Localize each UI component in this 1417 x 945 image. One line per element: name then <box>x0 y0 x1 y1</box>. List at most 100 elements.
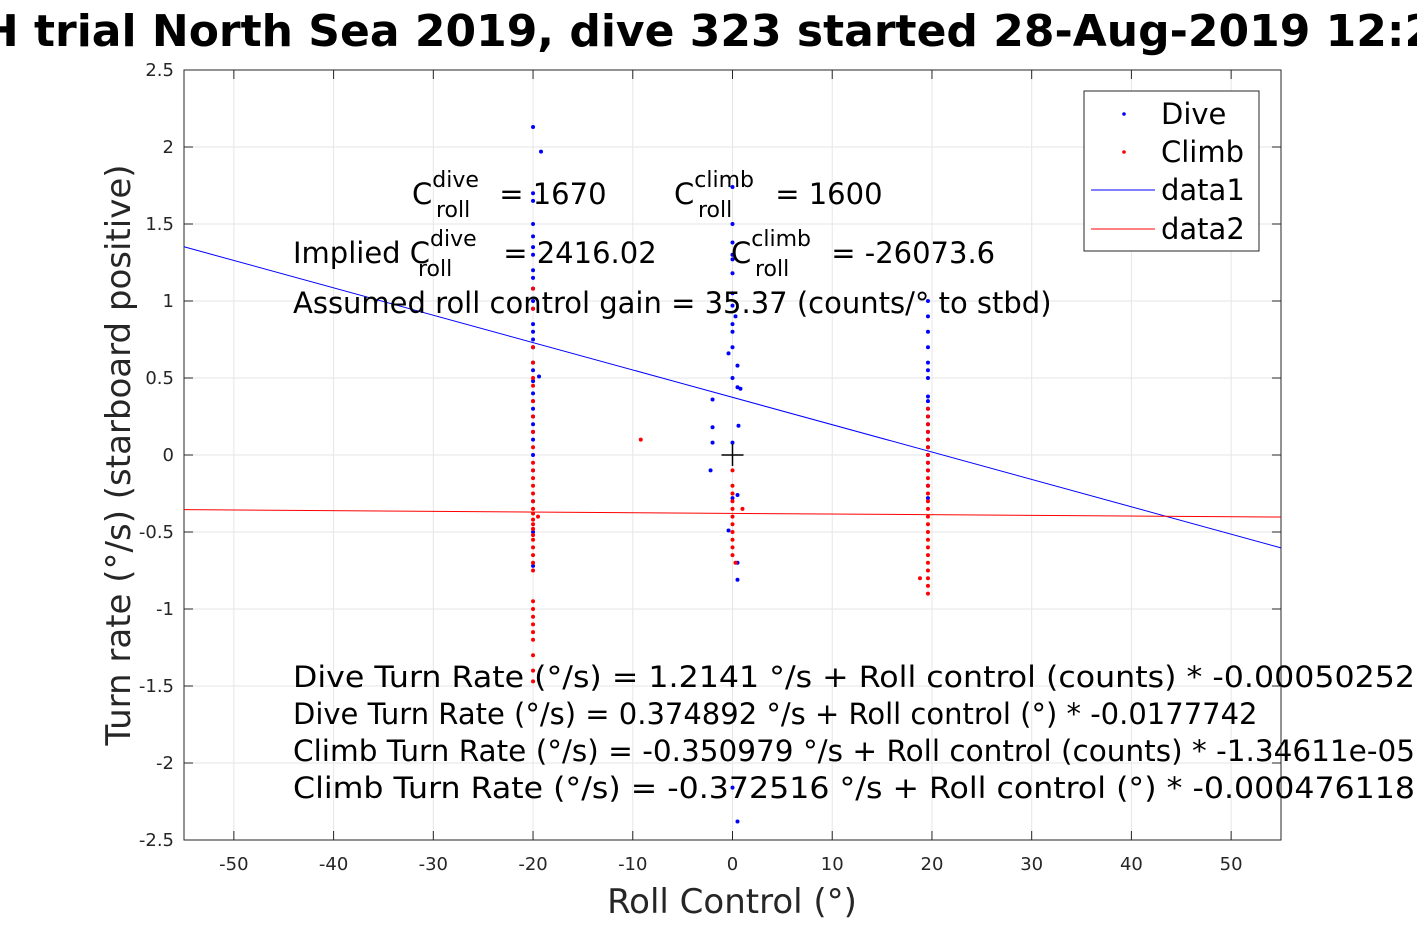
dive-point <box>730 329 735 334</box>
x-tick-label: 50 <box>1220 854 1243 875</box>
c-dive-sub: roll <box>436 198 470 223</box>
dive-point <box>730 376 735 380</box>
climb-point <box>531 630 536 635</box>
dive-point <box>531 422 536 427</box>
dive-point <box>537 374 542 379</box>
climb-point <box>638 437 643 442</box>
climb-point <box>925 491 930 496</box>
dive-point <box>708 468 713 473</box>
dive-point <box>710 440 715 445</box>
data-points <box>531 124 930 824</box>
climb-point <box>531 360 536 365</box>
dive-point <box>736 423 741 428</box>
dive-point <box>531 391 536 396</box>
climb-point <box>925 568 930 573</box>
climb-point <box>531 537 536 542</box>
climb-point <box>730 537 735 542</box>
dive-point <box>531 406 536 411</box>
dive-point <box>531 563 536 568</box>
fit-lines <box>183 246 1282 549</box>
dive-point <box>925 376 930 380</box>
implied-climb-value: = -26073.6 <box>822 236 995 270</box>
implied-dive-sup: dive <box>430 227 477 252</box>
y-tick-label: 1.5 <box>145 214 174 235</box>
legend-dive-marker <box>1122 112 1126 116</box>
climb-point <box>531 653 536 658</box>
dive-point <box>531 252 536 257</box>
x-axis-label: Roll Control (°) <box>607 882 857 922</box>
climb-point <box>925 429 930 434</box>
dive-point <box>730 252 735 257</box>
climb-point <box>730 514 735 519</box>
climb-point <box>531 679 536 684</box>
dive-point <box>531 124 536 129</box>
climb-point <box>925 468 930 473</box>
equation-4: Climb Turn Rate (°/s) = -0.372516 °/s + … <box>293 771 1415 805</box>
climb-point <box>531 286 536 291</box>
climb-point <box>925 506 930 511</box>
climb-point <box>925 406 930 411</box>
climb-point <box>531 491 536 496</box>
climb-point <box>531 499 536 504</box>
climb-point <box>925 537 930 542</box>
climb-point <box>531 429 536 434</box>
climb-point <box>925 499 930 504</box>
dive-point <box>925 345 930 350</box>
dive-point <box>531 322 536 327</box>
dive-point <box>925 394 930 399</box>
dive-point <box>531 275 536 280</box>
dive-point <box>730 440 735 445</box>
dive-point <box>531 245 536 250</box>
y-tick-label: -2 <box>156 753 174 774</box>
climb-point <box>531 607 536 611</box>
dive-point <box>733 314 738 319</box>
dive-point <box>925 329 930 334</box>
dive-point <box>531 329 536 334</box>
c-dive-annotation: Cdive roll = 1670 <box>412 168 607 223</box>
dive-point <box>925 368 930 373</box>
dive-point <box>925 360 930 365</box>
equation-2: Dive Turn Rate (°/s) = 0.374892 °/s + Ro… <box>293 697 1258 731</box>
climb-point <box>730 553 735 558</box>
dive-point <box>925 399 930 404</box>
climb-point <box>925 583 930 588</box>
climb-point <box>531 399 536 404</box>
climb-point <box>730 522 735 527</box>
climb-point <box>531 533 536 538</box>
y-axis-label: Turn rate (°/s) (starboard positive) <box>99 164 139 746</box>
chart-title: pH trial North Sea 2019, dive 323 starte… <box>0 6 1417 57</box>
implied-dive-sub: roll <box>418 257 452 282</box>
climb-point <box>925 476 930 481</box>
dive-point <box>730 785 735 790</box>
climb-point <box>925 522 930 527</box>
dive-point <box>531 453 536 457</box>
climb-point <box>925 514 930 519</box>
legend-climb: Climb <box>1161 135 1244 169</box>
x-tick-label: 10 <box>821 854 844 875</box>
dive-point <box>738 386 743 391</box>
climb-point <box>917 576 922 581</box>
climb-point <box>531 637 536 642</box>
climb-point <box>730 545 735 550</box>
climb-point <box>531 383 536 388</box>
climb-point <box>531 668 536 673</box>
implied-annotation: Implied Cdive roll = 2416.02 Cclimb roll = … <box>293 227 995 282</box>
dive-point <box>730 271 735 276</box>
dive-point <box>531 268 536 273</box>
climb-point <box>730 530 735 534</box>
climb-point <box>740 506 745 511</box>
climb-point <box>531 445 536 450</box>
climb-point <box>733 560 738 565</box>
dive-point <box>735 819 740 824</box>
x-tick-label: -20 <box>518 854 547 875</box>
climb-point <box>925 422 930 427</box>
c-climb-sup: climb <box>694 168 754 193</box>
climb-point <box>531 522 536 527</box>
dive-point <box>730 322 735 327</box>
dive-point <box>726 528 731 533</box>
climb-point <box>730 506 735 511</box>
y-tick-label: -1 <box>156 599 174 620</box>
dive-point <box>735 577 740 582</box>
implied-climb-base: C <box>731 236 751 270</box>
legend-dive: Dive <box>1161 97 1226 131</box>
